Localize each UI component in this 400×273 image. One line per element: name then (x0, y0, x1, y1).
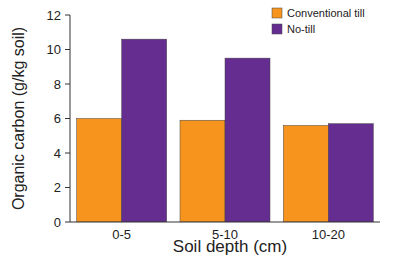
y-tick (65, 15, 70, 16)
x-axis (70, 222, 380, 223)
bars (77, 39, 374, 222)
y-tick (65, 222, 70, 223)
y-tick-label: 10 (47, 42, 61, 57)
y-tick-label: 6 (54, 111, 61, 126)
y-tick (65, 153, 70, 154)
y-tick-label: 0 (54, 215, 61, 230)
bar (225, 58, 270, 222)
y-tick (65, 187, 70, 188)
y-tick-label: 12 (47, 8, 61, 23)
bar (180, 120, 225, 222)
x-tick-label: 0-5 (112, 227, 131, 242)
y-tick (65, 49, 70, 50)
y-tick (65, 84, 70, 85)
chart: 0246810120-55-1010-20Soil depth (cm)Orga… (0, 0, 400, 273)
y-axis-label: Organic carbon (g/kg soil) (10, 27, 27, 210)
legend-swatch (272, 24, 282, 34)
y-tick-label: 2 (54, 180, 61, 195)
bar (122, 39, 167, 222)
legend: Conventional till No-till (272, 7, 365, 35)
x-axis-label: Soil depth (cm) (173, 237, 287, 256)
bar (328, 124, 373, 222)
legend-label: No-till (287, 23, 315, 35)
y-tick (65, 118, 70, 119)
y-tick-label: 8 (54, 77, 61, 92)
y-tick-label: 4 (54, 146, 61, 161)
legend-label: Conventional till (287, 7, 365, 19)
legend-swatch (272, 8, 282, 18)
x-tick-label: 10-20 (312, 227, 345, 242)
bar (283, 125, 328, 222)
bar (77, 119, 122, 223)
